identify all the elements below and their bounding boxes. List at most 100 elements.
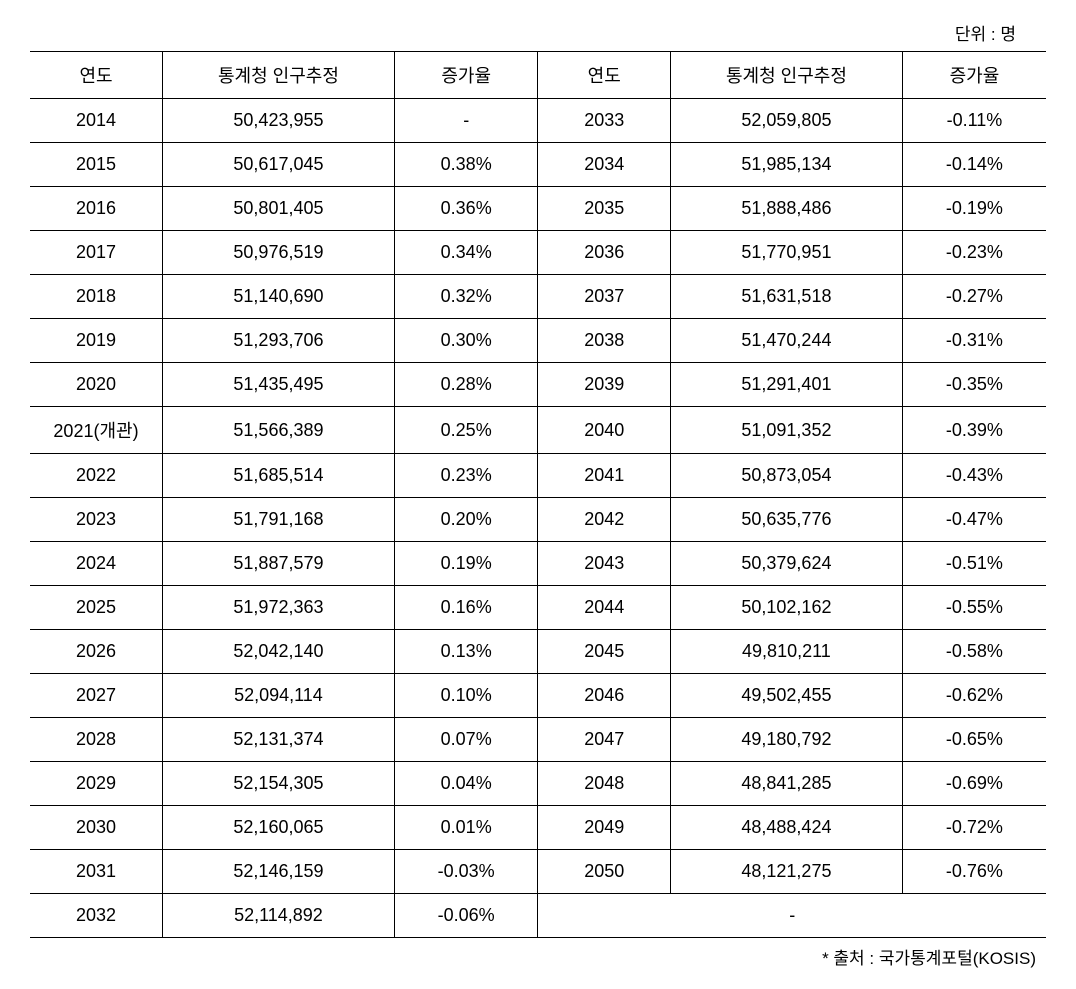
table-cell: 2016 bbox=[30, 187, 163, 231]
table-cell: 0.19% bbox=[394, 542, 538, 586]
table-cell: -0.55% bbox=[902, 586, 1046, 630]
table-cell: 51,566,389 bbox=[163, 407, 395, 454]
table-cell: 2031 bbox=[30, 850, 163, 894]
table-row: 201450,423,955-203352,059,805-0.11% bbox=[30, 99, 1046, 143]
table-cell: 2043 bbox=[538, 542, 671, 586]
table-cell: 2018 bbox=[30, 275, 163, 319]
table-cell: 0.34% bbox=[394, 231, 538, 275]
source-label: * 출처 : 국가통계포털(KOSIS) bbox=[30, 944, 1046, 969]
table-cell: 2048 bbox=[538, 762, 671, 806]
table-cell: -0.35% bbox=[902, 363, 1046, 407]
table-row: 202652,042,1400.13%204549,810,211-0.58% bbox=[30, 630, 1046, 674]
table-cell: 0.01% bbox=[394, 806, 538, 850]
table-cell: 2030 bbox=[30, 806, 163, 850]
table-row: 202351,791,1680.20%204250,635,776-0.47% bbox=[30, 498, 1046, 542]
table-cell: 51,091,352 bbox=[670, 407, 902, 454]
col-header-year-left: 연도 bbox=[30, 52, 163, 99]
table-row: 202952,154,3050.04%204848,841,285-0.69% bbox=[30, 762, 1046, 806]
table-cell: - bbox=[394, 99, 538, 143]
table-row: 201550,617,0450.38%203451,985,134-0.14% bbox=[30, 143, 1046, 187]
table-row: 201750,976,5190.34%203651,770,951-0.23% bbox=[30, 231, 1046, 275]
table-cell: 51,972,363 bbox=[163, 586, 395, 630]
table-cell: 2039 bbox=[538, 363, 671, 407]
table-row: 202451,887,5790.19%204350,379,624-0.51% bbox=[30, 542, 1046, 586]
table-row: 2021(개관)51,566,3890.25%204051,091,352-0.… bbox=[30, 407, 1046, 454]
table-cell: 0.07% bbox=[394, 718, 538, 762]
table-cell: 52,042,140 bbox=[163, 630, 395, 674]
table-cell: 51,140,690 bbox=[163, 275, 395, 319]
table-cell: -0.39% bbox=[902, 407, 1046, 454]
table-row: 203252,114,892-0.06%- bbox=[30, 894, 1046, 938]
table-cell: 2047 bbox=[538, 718, 671, 762]
table-cell: 2020 bbox=[30, 363, 163, 407]
table-cell: 51,435,495 bbox=[163, 363, 395, 407]
table-cell: 50,423,955 bbox=[163, 99, 395, 143]
table-cell: 52,146,159 bbox=[163, 850, 395, 894]
table-cell: 2036 bbox=[538, 231, 671, 275]
table-cell: 48,841,285 bbox=[670, 762, 902, 806]
table-cell: -0.27% bbox=[902, 275, 1046, 319]
table-row: 202852,131,3740.07%204749,180,792-0.65% bbox=[30, 718, 1046, 762]
table-cell: 2028 bbox=[30, 718, 163, 762]
table-cell: -0.19% bbox=[902, 187, 1046, 231]
table-cell: 2034 bbox=[538, 143, 671, 187]
table-cell: 51,770,951 bbox=[670, 231, 902, 275]
table-cell: 2042 bbox=[538, 498, 671, 542]
table-cell: 51,985,134 bbox=[670, 143, 902, 187]
table-cell: 0.36% bbox=[394, 187, 538, 231]
table-cell: 52,160,065 bbox=[163, 806, 395, 850]
table-cell: 2023 bbox=[30, 498, 163, 542]
table-cell: -0.58% bbox=[902, 630, 1046, 674]
table-cell: -0.76% bbox=[902, 850, 1046, 894]
table-cell: 2044 bbox=[538, 586, 671, 630]
table-cell: -0.11% bbox=[902, 99, 1046, 143]
table-row: 203152,146,159-0.03%205048,121,275-0.76% bbox=[30, 850, 1046, 894]
table-cell: -0.31% bbox=[902, 319, 1046, 363]
table-cell: 2027 bbox=[30, 674, 163, 718]
table-cell: 50,801,405 bbox=[163, 187, 395, 231]
table-row: 202752,094,1140.10%204649,502,455-0.62% bbox=[30, 674, 1046, 718]
table-cell: 50,873,054 bbox=[670, 454, 902, 498]
table-row: 201851,140,6900.32%203751,631,518-0.27% bbox=[30, 275, 1046, 319]
table-cell: 2037 bbox=[538, 275, 671, 319]
table-cell: 0.13% bbox=[394, 630, 538, 674]
table-cell: 50,976,519 bbox=[163, 231, 395, 275]
table-cell: 2014 bbox=[30, 99, 163, 143]
population-table: 연도 통계청 인구추정 증가율 연도 통계청 인구추정 증가율 201450,4… bbox=[30, 51, 1046, 938]
table-cell: 2038 bbox=[538, 319, 671, 363]
table-cell: 0.23% bbox=[394, 454, 538, 498]
table-cell: -0.72% bbox=[902, 806, 1046, 850]
table-cell: -0.23% bbox=[902, 231, 1046, 275]
table-cell: -0.62% bbox=[902, 674, 1046, 718]
table-cell: 2025 bbox=[30, 586, 163, 630]
table-cell: -0.03% bbox=[394, 850, 538, 894]
table-cell: -0.47% bbox=[902, 498, 1046, 542]
table-row: 203052,160,0650.01%204948,488,424-0.72% bbox=[30, 806, 1046, 850]
table-cell: 0.10% bbox=[394, 674, 538, 718]
table-cell: 0.25% bbox=[394, 407, 538, 454]
table-cell: 51,293,706 bbox=[163, 319, 395, 363]
table-cell: 51,470,244 bbox=[670, 319, 902, 363]
table-cell: 0.38% bbox=[394, 143, 538, 187]
table-cell: 2046 bbox=[538, 674, 671, 718]
table-cell: 2029 bbox=[30, 762, 163, 806]
table-cell: 50,379,624 bbox=[670, 542, 902, 586]
table-cell: 2026 bbox=[30, 630, 163, 674]
table-cell: 0.28% bbox=[394, 363, 538, 407]
table-row: 201951,293,7060.30%203851,470,244-0.31% bbox=[30, 319, 1046, 363]
table-cell: 52,094,114 bbox=[163, 674, 395, 718]
table-cell: 2019 bbox=[30, 319, 163, 363]
col-header-rate-right: 증가율 bbox=[902, 52, 1046, 99]
table-cell: 0.16% bbox=[394, 586, 538, 630]
table-cell: 2050 bbox=[538, 850, 671, 894]
table-cell: 52,131,374 bbox=[163, 718, 395, 762]
table-cell: -0.06% bbox=[394, 894, 538, 938]
table-cell: 2041 bbox=[538, 454, 671, 498]
table-cell: 51,685,514 bbox=[163, 454, 395, 498]
table-cell: -0.51% bbox=[902, 542, 1046, 586]
table-cell: 2033 bbox=[538, 99, 671, 143]
col-header-pop-right: 통계청 인구추정 bbox=[670, 52, 902, 99]
table-cell: 2024 bbox=[30, 542, 163, 586]
table-cell: 0.04% bbox=[394, 762, 538, 806]
table-cell: 51,887,579 bbox=[163, 542, 395, 586]
